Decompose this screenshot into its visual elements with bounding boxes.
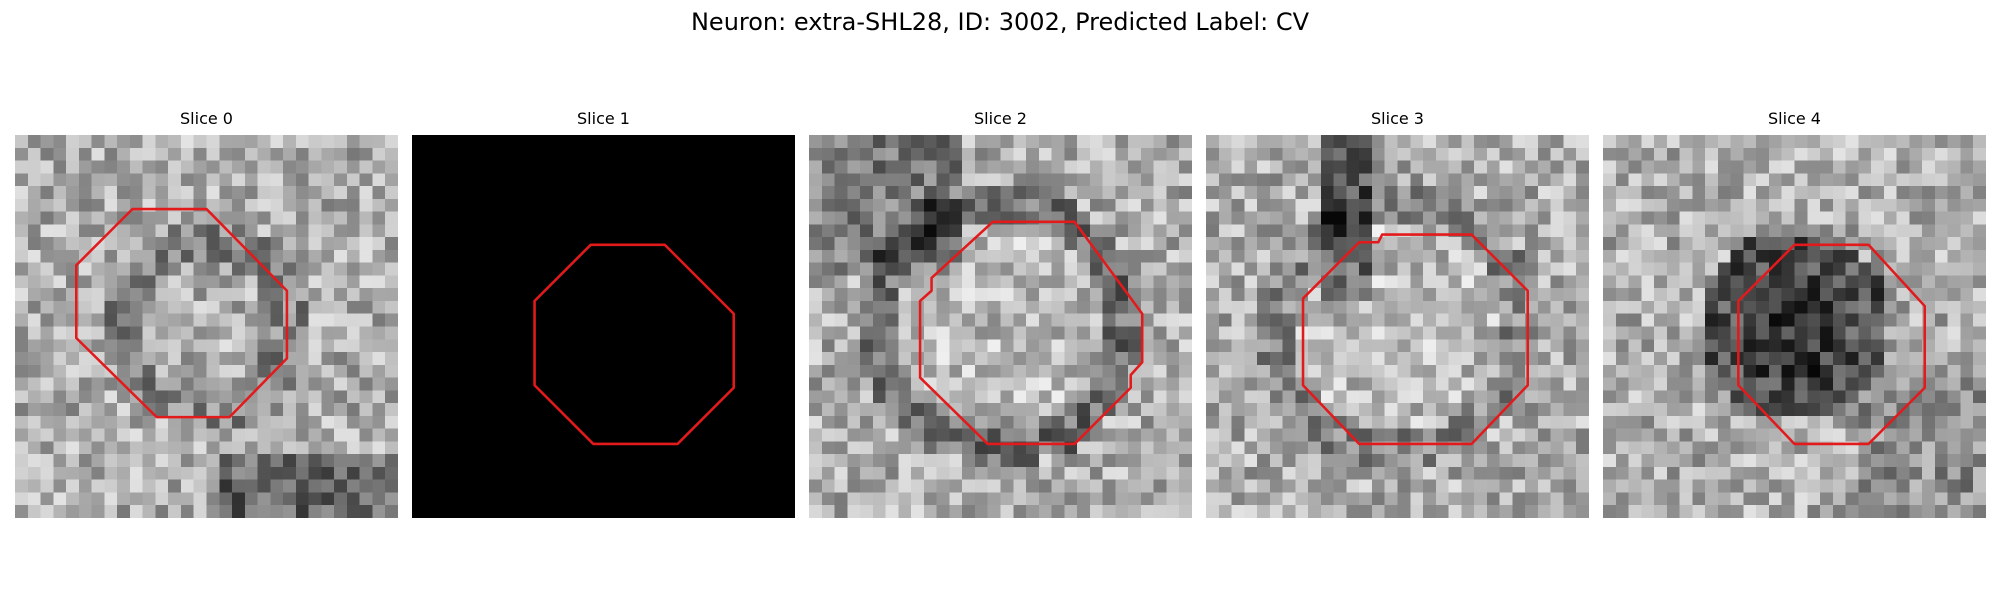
slice-1-title: Slice 1 (577, 109, 630, 128)
slice-panel-2: Slice 2 (809, 108, 1192, 518)
slice-2-image (809, 135, 1192, 518)
neuron-outline (533, 243, 735, 446)
grayscale-pixels (1206, 135, 1589, 518)
slice-3-image (1206, 135, 1589, 518)
slice-4-image (1603, 135, 1986, 518)
slice-panel-3: Slice 3 (1206, 108, 1589, 518)
grayscale-pixels (809, 135, 1192, 518)
grayscale-pixels (15, 135, 398, 518)
neuron-outline (75, 207, 289, 419)
slice-panel-1: Slice 1 (412, 108, 795, 518)
slice-0-image (15, 135, 398, 518)
slice-2-title: Slice 2 (974, 109, 1027, 128)
neuron-outline (1301, 233, 1529, 446)
blank-slice-fill (412, 135, 795, 518)
neuron-outline (1737, 243, 1926, 446)
slice-0-title: Slice 0 (180, 109, 233, 128)
slice-4-title: Slice 4 (1768, 109, 1821, 128)
figure-title: Neuron: extra-SHL28, ID: 3002, Predicted… (690, 8, 1310, 36)
slice-3-title: Slice 3 (1371, 109, 1424, 128)
neuron-outline (918, 220, 1144, 446)
slice-panel-4: Slice 4 (1603, 108, 1986, 518)
slice-1-image (412, 135, 795, 518)
grayscale-pixels (1603, 135, 1986, 518)
slice-panel-0: Slice 0 (15, 108, 398, 518)
